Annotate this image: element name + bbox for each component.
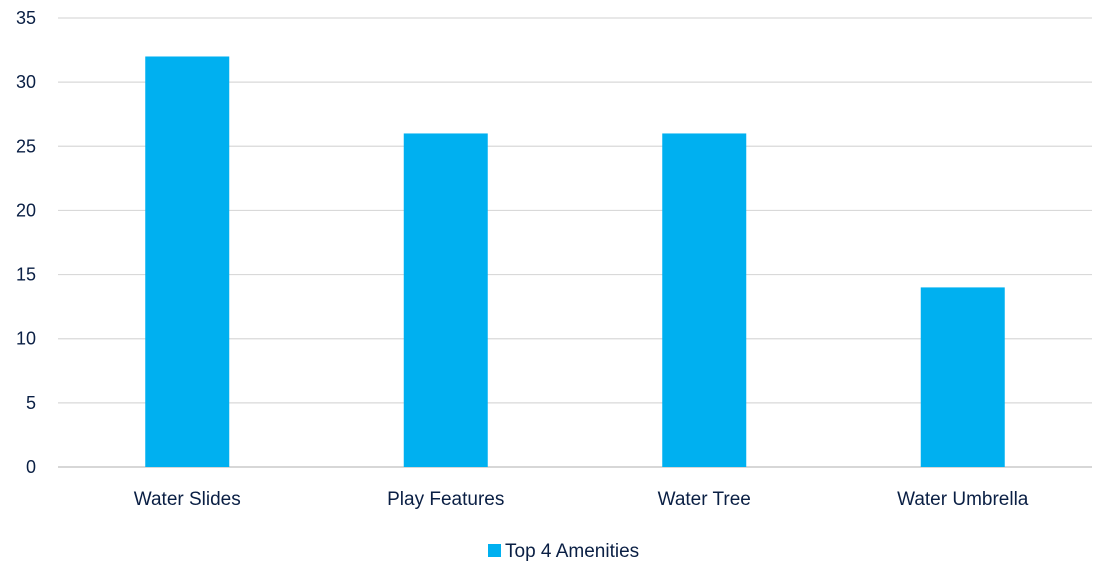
bars (145, 56, 1005, 467)
y-tick-label: 5 (26, 393, 36, 413)
y-tick-label: 35 (16, 8, 36, 28)
bar-play-features (403, 133, 488, 467)
y-axis-tick-labels: 0 5 10 15 20 25 30 35 (16, 8, 36, 477)
y-tick-label: 20 (16, 200, 36, 220)
y-tick-label: 25 (16, 136, 36, 156)
x-category-label: Water Umbrella (897, 489, 1029, 510)
bar-water-tree (662, 133, 747, 467)
x-category-label: Water Tree (658, 489, 751, 510)
gridlines (58, 17, 1092, 468)
legend: Top 4 Amenities (488, 541, 639, 562)
legend-swatch (488, 544, 501, 557)
x-category-label: Water Slides (134, 489, 241, 510)
y-tick-label: 10 (16, 329, 36, 349)
y-tick-label: 0 (26, 457, 36, 477)
y-tick-label: 15 (16, 265, 36, 285)
x-category-label: Play Features (387, 489, 504, 510)
x-axis-category-labels: Water Slides Play Features Water Tree Water… (134, 489, 1029, 510)
y-tick-label: 30 (16, 72, 36, 92)
bar-water-umbrella (920, 287, 1005, 467)
bar-water-slides (145, 56, 230, 467)
legend-label: Top 4 Amenities (505, 541, 639, 562)
